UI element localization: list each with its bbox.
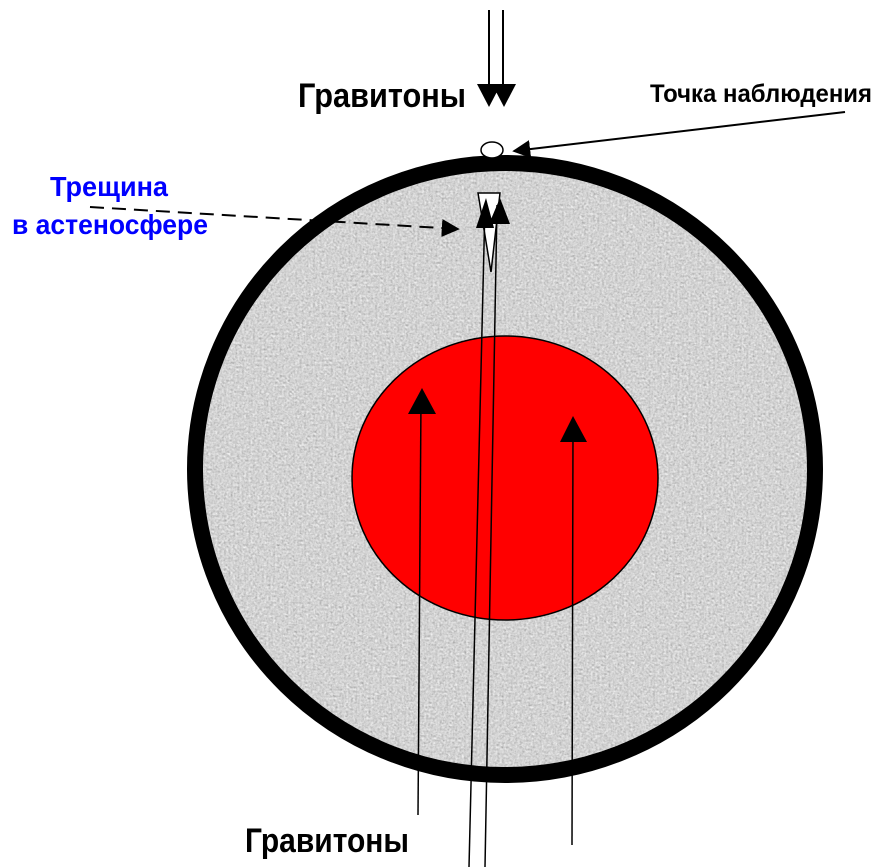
observation-point — [481, 142, 503, 158]
label: в астеносфере — [12, 209, 208, 240]
diagram: Гравитоны Точка наблюдения Трещина в аст… — [0, 0, 876, 867]
graviton-line — [572, 428, 573, 845]
arrow-head — [492, 84, 516, 107]
core — [352, 336, 658, 620]
label: Трещина — [50, 171, 168, 202]
label: Гравитоны — [298, 77, 466, 115]
label: Гравитоны — [245, 822, 409, 860]
pointer-arrow — [514, 112, 845, 151]
label: Точка наблюдения — [650, 80, 872, 108]
